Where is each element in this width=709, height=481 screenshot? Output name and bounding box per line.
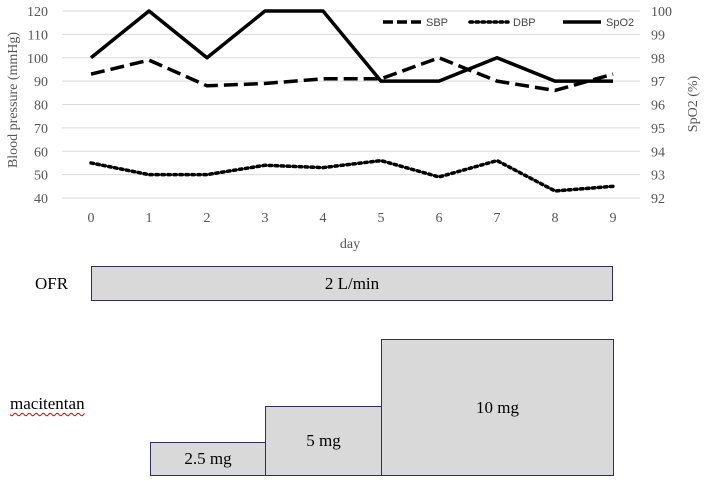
x-tick-label: 3 [262, 211, 269, 226]
x-axis-title: day [340, 237, 360, 252]
left-tick-label: 100 [27, 52, 48, 67]
x-tick-label: 0 [88, 211, 95, 226]
legend-item-spo2: SpO2 [563, 17, 634, 29]
ofr-label: OFR [35, 274, 69, 293]
x-tick-label: 1 [146, 211, 153, 226]
right-tick-label: 100 [651, 5, 672, 20]
macitentan-step-2-text: 5 mg [306, 431, 341, 450]
macitentan-step-1-text: 2.5 mg [184, 449, 232, 468]
left-tick-label: 90 [34, 75, 48, 90]
macitentan-step-3: 10 mg [381, 339, 614, 476]
left-tick-label: 50 [34, 169, 48, 184]
macitentan-label-text: macitentan [10, 394, 85, 413]
ofr-bar-text: 2 L/min [324, 273, 380, 293]
x-tick-label: 8 [552, 211, 559, 226]
right-tick-label: 94 [651, 145, 665, 160]
left-axis-title: Blood pressure (mmHg) [6, 32, 21, 168]
x-tick-label: 4 [320, 211, 327, 226]
series-line-dbp [89, 158, 615, 193]
right-tick-label: 92 [651, 192, 665, 207]
gridlines [62, 10, 640, 199]
series-lines [89, 9, 615, 193]
ofr-bar: 2 L/min [91, 266, 613, 301]
right-tick-label: 95 [651, 122, 665, 137]
right-tick-label: 93 [651, 169, 665, 184]
right-tick-label: 97 [651, 75, 665, 90]
x-tick-label: 9 [610, 211, 617, 226]
left-tick-label: 40 [34, 192, 48, 207]
left-tick-label: 110 [28, 28, 48, 43]
legend-item-sbp: SBP [383, 17, 448, 29]
macitentan-label: macitentan [10, 394, 85, 414]
right-tick-label: 98 [651, 52, 665, 67]
right-axis-title: SpO2 (%) [686, 75, 701, 132]
macitentan-step-2: 5 mg [265, 406, 382, 476]
x-tick-label: 6 [436, 211, 443, 226]
vital-signs-chart: 4050607080901001101209293949596979899100… [6, 5, 701, 252]
macitentan-step-1: 2.5 mg [150, 442, 266, 476]
legend-label: SBP [426, 17, 448, 29]
right-tick-label: 96 [651, 99, 665, 114]
series-line-sbp [90, 56, 614, 93]
left-tick-label: 60 [34, 145, 48, 160]
axis-ticks: 4050607080901001101209293949596979899100… [27, 5, 672, 226]
macitentan-step-3-text: 10 mg [476, 397, 519, 417]
legend-item-dbp: DBP [468, 17, 536, 29]
series-line-spo2 [89, 9, 613, 83]
legend-label: SpO2 [606, 17, 634, 29]
left-tick-label: 120 [27, 5, 48, 20]
left-tick-label: 70 [34, 122, 48, 137]
x-tick-label: 5 [378, 211, 385, 226]
legend-label: DBP [513, 17, 536, 29]
x-tick-label: 2 [204, 211, 211, 226]
right-tick-label: 99 [651, 28, 665, 43]
x-tick-label: 7 [494, 211, 501, 226]
left-tick-label: 80 [34, 99, 48, 114]
legend: SBP DBP SpO2 [383, 17, 634, 29]
